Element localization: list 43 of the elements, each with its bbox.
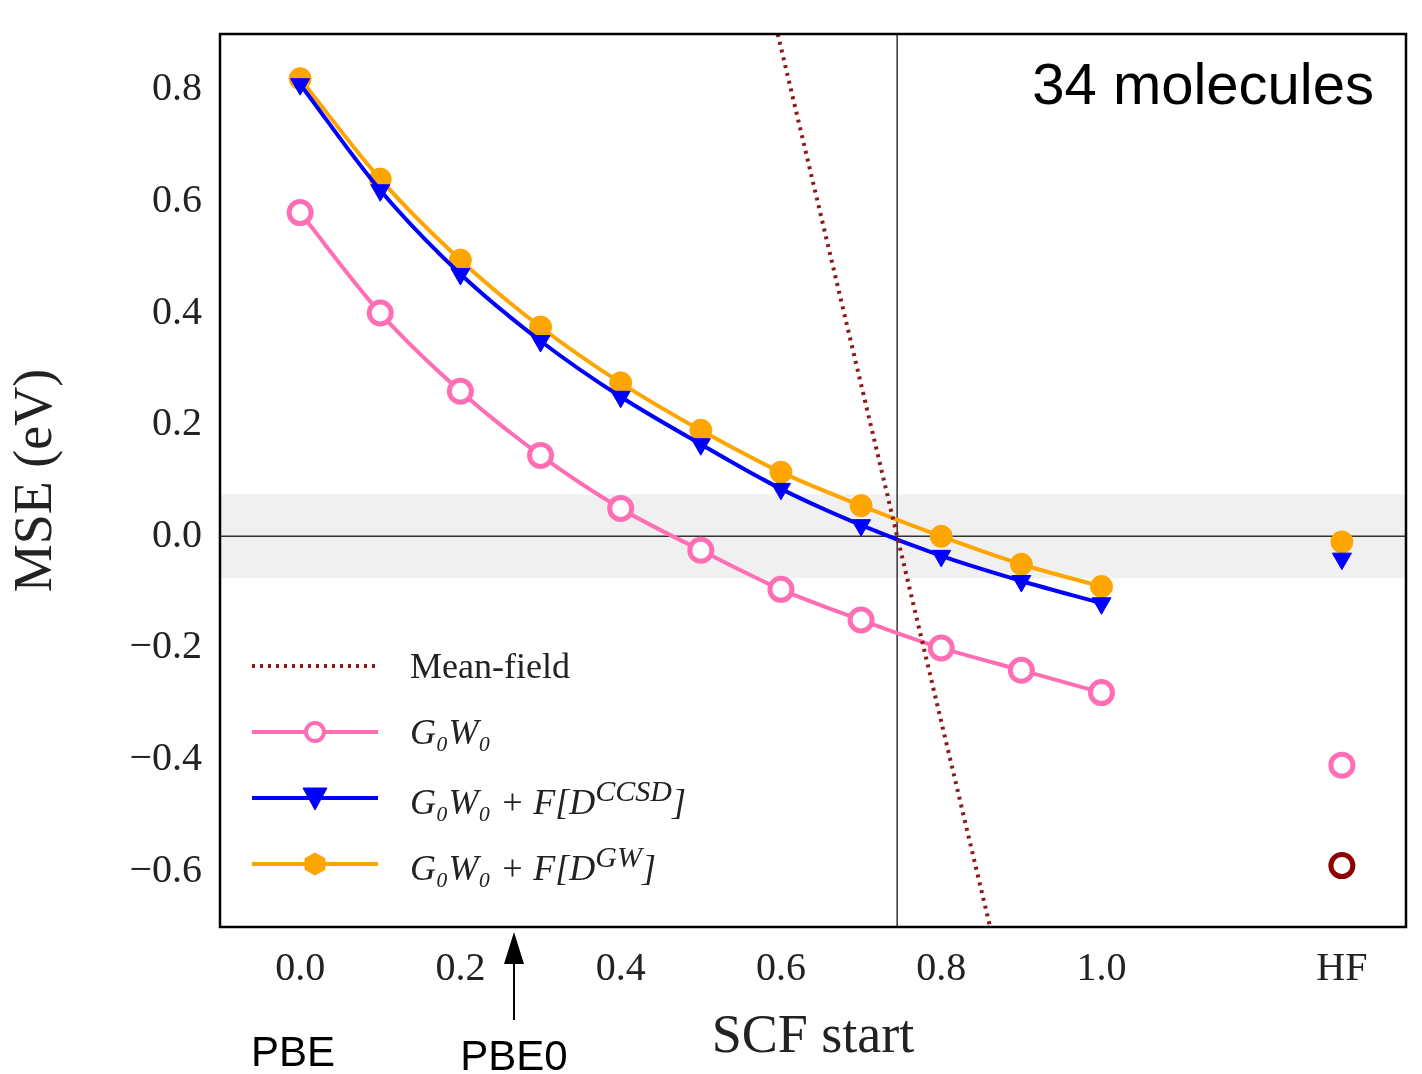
point [366,299,394,327]
point [769,460,793,484]
x-tick-label: 0.0 [275,943,326,989]
point [687,536,715,564]
y-tick-label: 0.4 [152,287,202,333]
point [286,199,314,227]
y-tick-label: 0.6 [152,175,202,221]
point [1087,679,1115,707]
x-tick-label: 0.4 [595,943,646,989]
x-tick-label: 0.2 [435,943,486,989]
point [607,494,635,522]
legend-label: Mean-field [410,645,570,687]
x-tick-label: 0.6 [755,943,806,989]
point [527,441,555,469]
y-tick-label: 0.2 [152,399,202,445]
x-axis-title: SCF start [711,1003,915,1064]
y-tick-label: −0.4 [129,734,202,780]
y-tick-label: −0.6 [129,845,202,891]
y-axis-title: MSE (eV) [2,368,63,593]
y-tick-label: 0.0 [152,510,202,556]
point [1330,530,1354,554]
y-tick-label: −0.2 [129,622,202,668]
y-tick-label: 0.8 [152,64,202,110]
point [767,575,795,603]
legend-label: G₀W₀ + F[D$^{GW}$] [410,839,656,889]
point [446,377,474,405]
x-tick-label: HF [1316,943,1368,989]
text: PBE [250,1028,336,1074]
legend-label: G₀W₀ [410,711,492,753]
point [927,634,955,662]
x-tick-label: 0.8 [916,943,967,989]
point [1328,852,1356,880]
point [1328,751,1356,779]
point [1089,575,1113,599]
point [1007,656,1035,684]
point [1009,552,1033,576]
x-tick-label: 1.0 [1076,943,1127,989]
point [849,494,873,518]
annotation: 34 molecules [1032,50,1374,117]
point [847,606,875,634]
text: PBE0 [460,1032,568,1074]
point [929,524,953,548]
legend-label: G₀W₀ + F[D$^{CCSD}$] [410,773,687,823]
